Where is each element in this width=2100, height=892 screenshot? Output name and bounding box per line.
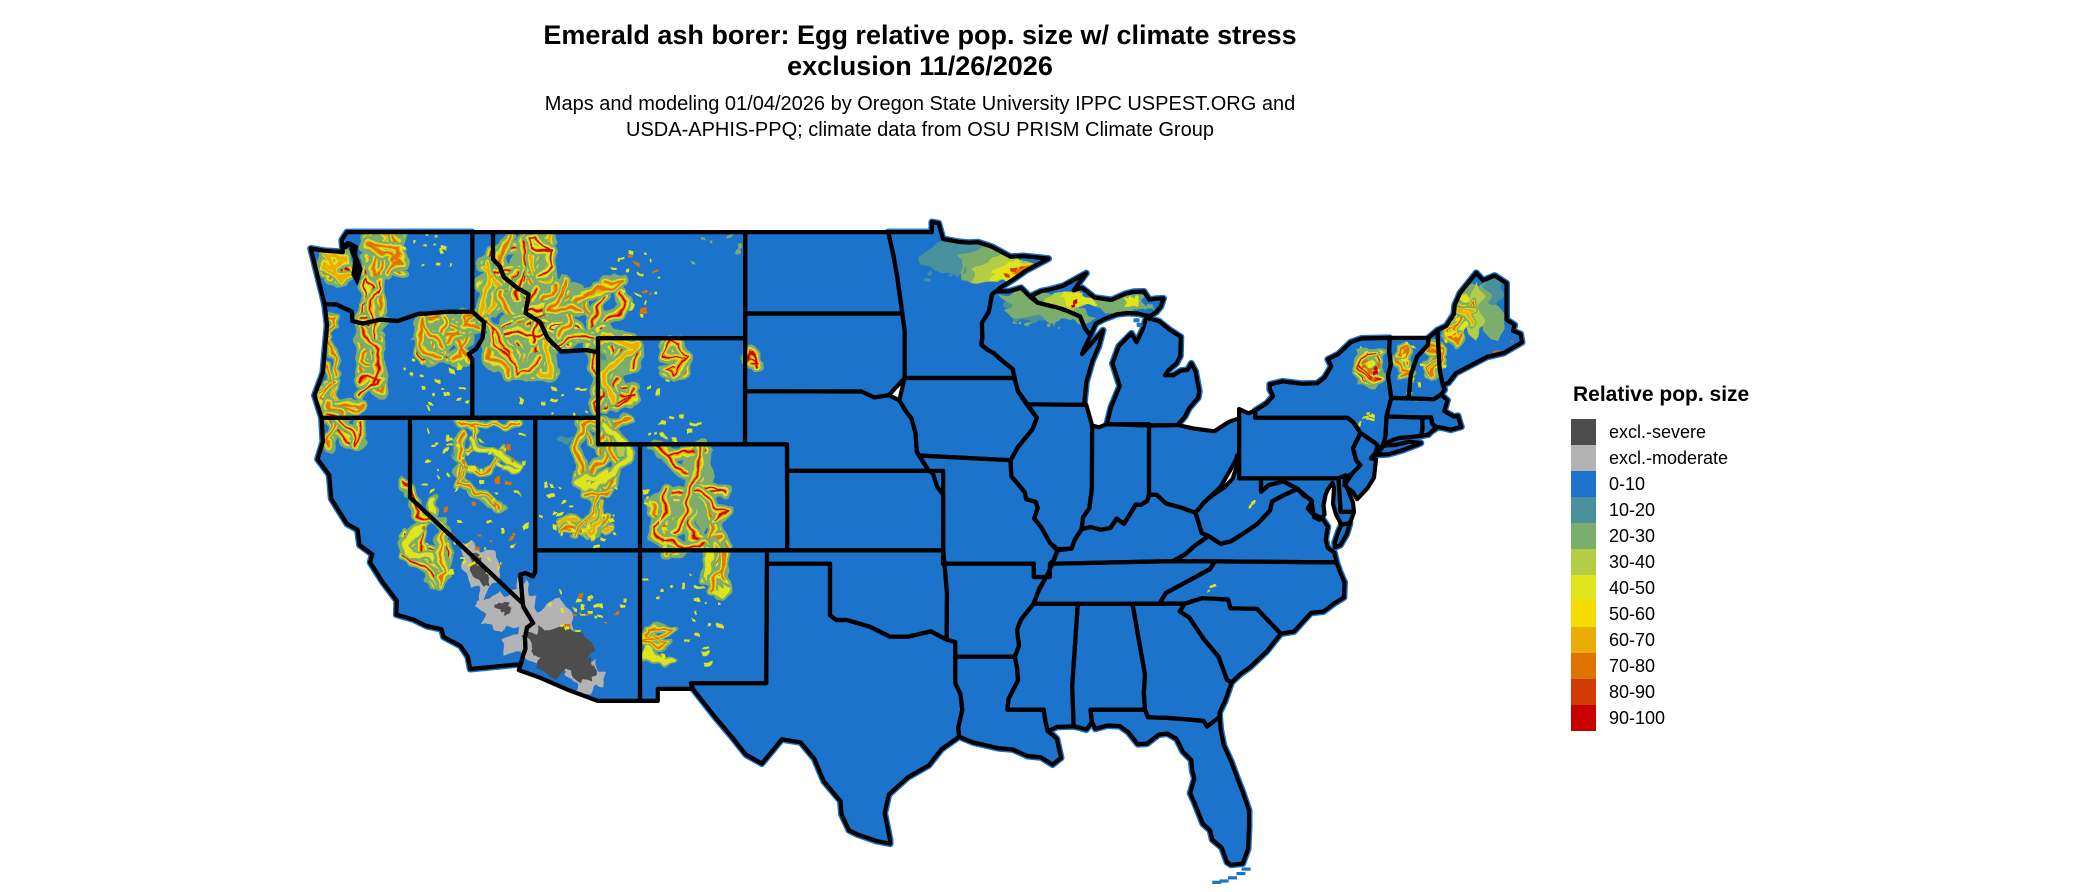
legend-swatch: [1571, 627, 1596, 653]
subtitle-line-1: Maps and modeling 01/04/2026 by Oregon S…: [544, 93, 1296, 115]
legend-swatch: [1571, 419, 1596, 445]
legend-title: Relative pop. size: [1573, 383, 1750, 406]
legend: Relative pop. size excl.-severe excl.-mod…: [1571, 383, 1749, 731]
legend-label: 90-100: [1609, 708, 1666, 728]
florida-keys-dot: [1241, 867, 1251, 871]
florida-keys-dot: [1228, 876, 1237, 880]
legend-label: 70-80: [1609, 656, 1656, 676]
legend-item: excl.-severe: [1571, 419, 1749, 445]
legend-item: excl.-moderate: [1571, 445, 1749, 471]
legend-item: 10-20: [1571, 497, 1749, 523]
legend-swatch: [1571, 549, 1596, 575]
legend-label: 50-60: [1609, 604, 1656, 624]
legend-item: 0-10: [1571, 471, 1749, 497]
legend-label: 30-40: [1609, 552, 1656, 572]
florida-keys-dot: [1219, 879, 1229, 883]
legend-swatch: [1571, 653, 1596, 679]
legend-swatch: [1571, 471, 1596, 497]
legend-swatch: [1571, 523, 1596, 549]
legend-swatch: [1571, 497, 1596, 523]
legend-label: 40-50: [1609, 578, 1656, 598]
legend-item: 50-60: [1571, 601, 1749, 627]
figure-title: Emerald ash borer: Egg relative pop. siz…: [543, 20, 1296, 82]
florida-keys-dot: [1212, 880, 1222, 884]
title-line-2: exclusion 11/26/2026: [787, 51, 1053, 81]
legend-item: 70-80: [1571, 653, 1749, 679]
legend-label: 0-10: [1609, 474, 1646, 494]
title-line-1: Emerald ash borer: Egg relative pop. siz…: [543, 20, 1297, 50]
legend-label: 10-20: [1609, 500, 1656, 520]
florida-keys-dot: [1236, 871, 1246, 876]
legend-item: 30-40: [1571, 549, 1749, 575]
figure-subtitle: Maps and modeling 01/04/2026 by Oregon S…: [545, 91, 1295, 143]
legend-item: 80-90: [1571, 679, 1749, 705]
legend-item: 60-70: [1571, 627, 1749, 653]
legend-label: 80-90: [1609, 682, 1656, 702]
legend-items: excl.-severe excl.-moderate 0-10 10-20 20-30…: [1571, 419, 1749, 731]
legend-label: 20-30: [1609, 526, 1656, 546]
legend-label: 60-70: [1609, 630, 1656, 650]
legend-item: 20-30: [1571, 523, 1749, 549]
legend-label: excl.-moderate: [1609, 448, 1729, 468]
legend-swatch: [1571, 575, 1596, 601]
legend-swatch: [1571, 705, 1596, 731]
state-borders: [308, 219, 1525, 867]
legend-swatch: [1571, 445, 1596, 471]
legend-item: 90-100: [1571, 705, 1749, 731]
legend-item: 40-50: [1571, 575, 1749, 601]
map-extras: [341, 240, 1251, 884]
legend-swatch: [1571, 601, 1596, 627]
legend-label: excl.-severe: [1609, 422, 1707, 442]
legend-swatch: [1571, 679, 1596, 705]
puget-sound: [349, 241, 363, 286]
subtitle-line-2: USDA-APHIS-PPQ; climate data from OSU PR…: [626, 119, 1214, 141]
